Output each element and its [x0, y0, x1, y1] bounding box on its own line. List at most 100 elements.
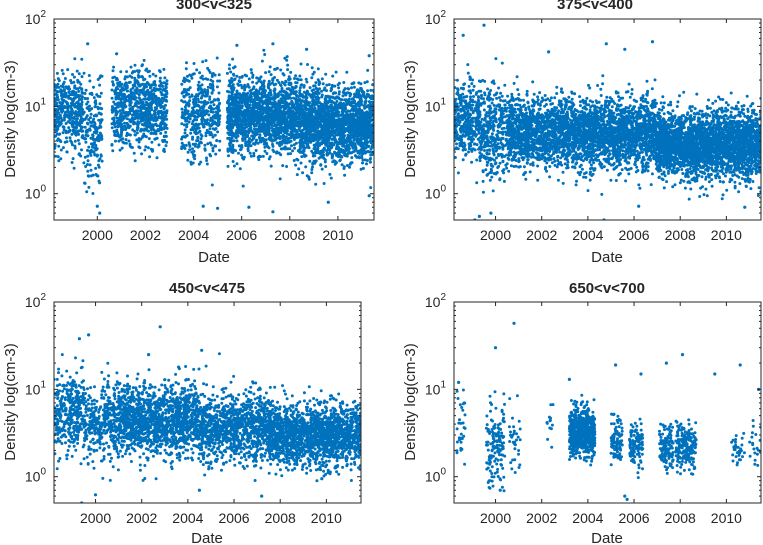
data-point [305, 132, 308, 136]
data-point [308, 93, 312, 97]
data-point [294, 118, 298, 121]
data-point [99, 136, 103, 140]
data-point [182, 94, 186, 98]
data-point [234, 117, 238, 121]
data-point [231, 86, 234, 90]
data-point [254, 149, 258, 152]
data-point [281, 136, 285, 140]
data-point [150, 131, 153, 135]
data-point [239, 144, 243, 148]
data-point [252, 154, 256, 158]
data-point [199, 76, 203, 80]
data-point [68, 118, 72, 122]
data-point [274, 137, 278, 141]
data-point [317, 91, 321, 95]
data-point [191, 106, 195, 110]
data-point [274, 82, 278, 86]
data-point [153, 95, 157, 99]
data-point [120, 146, 124, 150]
data-point [333, 103, 337, 107]
data-point [80, 57, 84, 61]
data-point [77, 72, 81, 76]
data-point [254, 124, 258, 128]
data-point [119, 112, 123, 116]
data-point [146, 124, 150, 128]
data-point [208, 124, 212, 127]
data-point [203, 118, 207, 122]
data-point [98, 124, 102, 128]
data-point [343, 98, 347, 102]
data-point [243, 118, 246, 122]
data-point [150, 114, 154, 118]
data-point [55, 139, 59, 142]
data-point [72, 102, 76, 106]
data-point [58, 139, 62, 142]
data-point [210, 75, 214, 78]
data-point [72, 166, 76, 170]
data-point [136, 101, 140, 104]
data-point [267, 146, 271, 150]
data-point [162, 116, 166, 120]
data-point [363, 102, 367, 106]
data-point [233, 133, 237, 136]
data-point [227, 121, 231, 125]
data-point [310, 76, 314, 80]
data-point [359, 141, 363, 145]
data-point [146, 118, 150, 121]
data-point [260, 59, 264, 63]
data-point [294, 100, 298, 104]
data-point [249, 68, 253, 72]
data-point [236, 122, 240, 126]
data-point [273, 88, 277, 92]
data-point [83, 97, 87, 101]
data-point [136, 105, 140, 109]
data-point [199, 106, 203, 110]
data-point [61, 82, 65, 86]
data-point [95, 147, 99, 151]
data-point [200, 83, 204, 87]
data-point [144, 135, 148, 139]
data-point [280, 86, 284, 90]
data-point [277, 151, 281, 155]
data-point [246, 145, 250, 149]
data-point [217, 73, 221, 77]
data-point [120, 87, 124, 91]
data-point [288, 88, 292, 92]
data-point [275, 126, 279, 130]
data-point [362, 120, 366, 123]
data-point [99, 91, 103, 95]
data-point [270, 111, 274, 115]
data-point [72, 117, 76, 120]
data-point [269, 93, 273, 97]
data-point [202, 125, 206, 129]
data-point [279, 147, 283, 151]
data-point [130, 107, 133, 111]
data-point [136, 114, 140, 118]
data-point [290, 85, 294, 89]
data-point [298, 89, 302, 93]
data-point [182, 100, 185, 104]
data-point [125, 117, 129, 121]
data-point [80, 103, 84, 107]
data-point [350, 108, 354, 112]
data-point [215, 85, 219, 89]
data-point [342, 88, 346, 92]
data-point [216, 97, 220, 101]
data-point [291, 88, 295, 92]
data-point [213, 133, 217, 137]
data-point [135, 91, 139, 95]
data-point [353, 142, 357, 146]
data-point [117, 97, 121, 101]
data-point [183, 108, 187, 112]
data-point [128, 119, 132, 123]
data-point [138, 84, 142, 88]
data-point [68, 87, 72, 91]
data-point [284, 106, 288, 110]
data-point [268, 98, 272, 102]
data-point [348, 131, 352, 135]
data-point [293, 146, 297, 150]
data-point [322, 146, 326, 150]
data-point [259, 104, 263, 108]
data-point [290, 144, 293, 148]
data-point [196, 94, 200, 98]
